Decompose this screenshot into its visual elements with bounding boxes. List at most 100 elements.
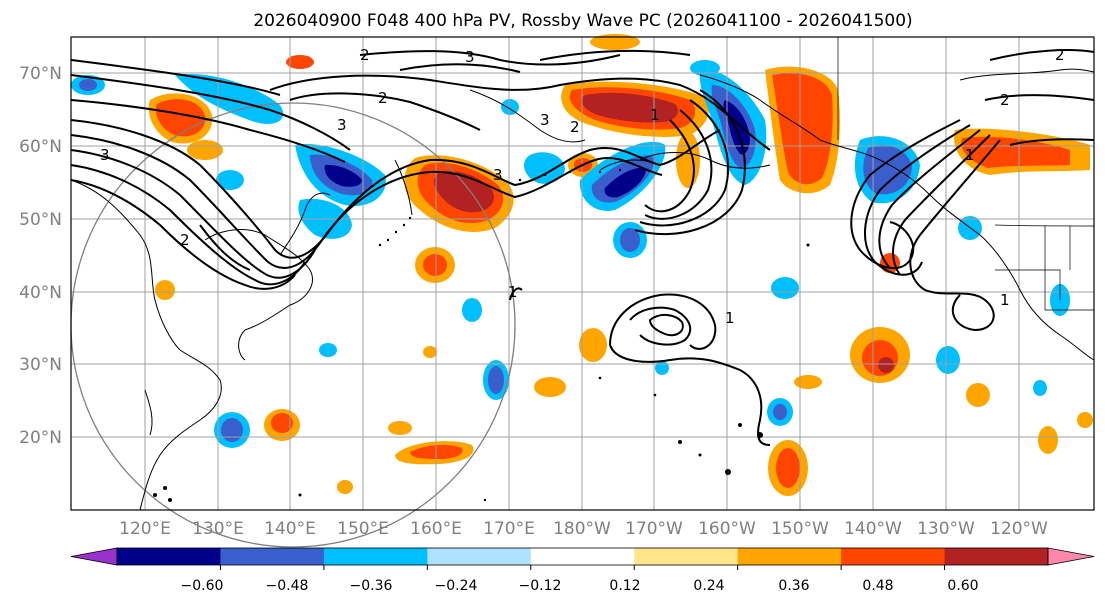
map-panel: 3 2 3 2 3 2 3 1 3 2 1 1 1 1 2 2: [70, 34, 1095, 548]
anomaly-negative: [221, 418, 243, 442]
colorbar-segment: [427, 548, 532, 565]
lon-label: 150°E: [337, 519, 389, 539]
lon-label: 160°W: [698, 519, 756, 539]
anomaly-positive: [966, 383, 990, 407]
anomaly-negative: [79, 79, 97, 91]
anomaly-positive: [878, 357, 894, 373]
anomaly-positive: [337, 480, 353, 494]
anomaly-positive: [423, 254, 447, 276]
lon-label: 130°W: [917, 519, 975, 539]
colorbar-tick-label: −0.60: [181, 578, 224, 594]
anomaly-positive: [961, 136, 1070, 168]
lon-label: 170°E: [483, 519, 535, 539]
anomaly-positive: [187, 140, 223, 160]
contour-label: 2: [1055, 46, 1065, 64]
anomaly-negative: [319, 343, 337, 357]
contour-label: 3: [465, 48, 475, 66]
colorbar-tick-label: 0.48: [862, 578, 893, 594]
lon-label: 120°W: [990, 519, 1048, 539]
anomaly-negative: [936, 346, 960, 374]
map-frame: [70, 36, 1095, 511]
lat-label: 30°N: [19, 355, 62, 375]
anomaly-positive: [286, 55, 314, 69]
longitude-labels: 120°E 130°E 140°E 150°E 160°E 170°E 180°…: [119, 519, 1048, 539]
anomaly-negative: [1033, 380, 1047, 396]
contour-label: 2: [1000, 91, 1010, 109]
lon-label: 160°E: [410, 519, 462, 539]
colorbar-tick-label: 0.60: [947, 578, 978, 594]
contour-label: 1: [1000, 291, 1010, 309]
anomaly-positive: [423, 346, 437, 358]
contour-label: 1: [650, 106, 660, 124]
contour-label: 1: [508, 283, 518, 301]
anomaly-negative: [524, 152, 565, 184]
colorbar-segment: [841, 548, 946, 565]
colorbar-tick-label: −0.48: [266, 578, 309, 594]
island-chain: [153, 168, 810, 502]
contour-label: 2: [180, 231, 190, 249]
lat-label: 40°N: [19, 283, 62, 303]
anomaly-positive: [862, 340, 898, 376]
anomaly-negative: [655, 361, 669, 375]
colorbar-extend-max: [1047, 547, 1095, 566]
colorbar-segment: [220, 548, 325, 565]
anomaly-negative: [771, 277, 799, 299]
colorbar-segment: [117, 548, 221, 565]
anomaly-positive: [1038, 426, 1058, 454]
colorbar-segment: [530, 548, 635, 565]
anomaly-negative: [604, 168, 646, 198]
anomaly-positive: [772, 73, 833, 185]
lat-label: 50°N: [19, 210, 62, 230]
colorbar-tick-labels: −0.60 −0.48 −0.36 −0.24 −0.12 0.12 0.24 …: [181, 578, 979, 594]
contour-label: 1: [965, 146, 975, 164]
lon-label: 170°W: [625, 519, 683, 539]
latitude-labels: 70°N 60°N 50°N 40°N 30°N 20°N: [19, 64, 62, 448]
lon-label: 180°W: [553, 519, 611, 539]
colorbar-tick-label: 0.36: [778, 578, 809, 594]
lon-label: 130°E: [192, 519, 244, 539]
contour-labels: 3 2 3 2 3 2 3 1 3 2 1 1 1 1 2 2: [100, 46, 1065, 327]
anomaly-positive: [534, 377, 566, 397]
colorbar-frame: [116, 547, 1049, 566]
anomaly-positive: [590, 34, 640, 50]
contour-label: 2: [360, 46, 370, 64]
anomaly-negative: [690, 60, 720, 76]
lat-label: 20°N: [19, 428, 62, 448]
borders: [837, 37, 1095, 311]
anomaly-positive: [388, 421, 412, 435]
colorbar-segment: [634, 548, 739, 565]
colorbar-tick-label: −0.12: [519, 578, 562, 594]
lat-label: 60°N: [19, 137, 62, 157]
lat-label: 70°N: [19, 64, 62, 84]
contour-label: 3: [100, 146, 110, 164]
anomaly-negative: [620, 228, 640, 252]
colorbar: [70, 547, 1095, 570]
anomaly-positive: [676, 132, 700, 188]
anomaly-positive: [579, 328, 607, 362]
anomaly-negative: [773, 404, 787, 420]
colorbar-segment: [737, 548, 842, 565]
colorbar-tick-label: −0.36: [350, 578, 393, 594]
colorbar-tick-label: 0.24: [693, 578, 724, 594]
contour-label: 2: [378, 89, 388, 107]
colorbar-segment: [323, 548, 428, 565]
lon-label: 140°E: [264, 519, 316, 539]
colorbar-tick-label: 0.12: [609, 578, 640, 594]
anomaly-positive: [155, 280, 175, 300]
contour-label: 1: [725, 309, 735, 327]
contour-label: 3: [540, 111, 550, 129]
contour-label: 3: [493, 166, 503, 184]
anomaly-positive: [794, 375, 822, 389]
lon-label: 140°W: [844, 519, 902, 539]
colorbar-segment: [944, 548, 1049, 565]
colorbar-extend-min: [70, 547, 118, 566]
lon-label: 120°E: [119, 519, 171, 539]
anomaly-negative: [501, 99, 519, 115]
plot-title: 2026040900 F048 400 hPa PV, Rossby Wave …: [253, 11, 912, 31]
anomaly-negative: [488, 366, 504, 394]
anomaly-positive: [776, 448, 800, 488]
anomaly-negative: [462, 298, 482, 322]
contour-label: 2: [570, 118, 580, 136]
lon-label: 150°W: [771, 519, 829, 539]
